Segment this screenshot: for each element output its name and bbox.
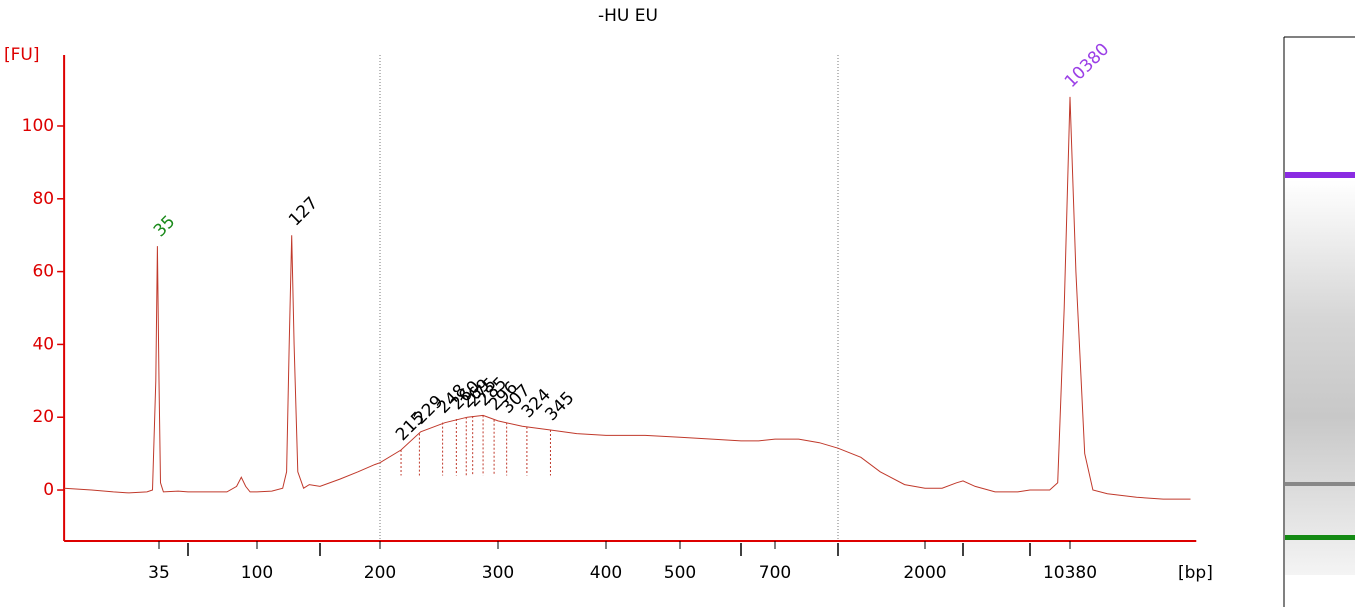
lower-marker-band — [1285, 535, 1355, 540]
x-tick-label: 2000 — [903, 563, 946, 583]
band — [1285, 482, 1355, 486]
gel-lane — [1283, 36, 1355, 607]
trace-line — [64, 96, 1191, 500]
peak-label: 35 — [150, 212, 179, 241]
x-tick-label: 10380 — [1043, 563, 1097, 583]
upper-marker-band — [1285, 172, 1355, 178]
x-axis-label: [bp] — [1178, 563, 1213, 583]
y-tick-label: 40 — [32, 334, 54, 354]
y-axis-label: [FU] — [4, 45, 40, 65]
x-tick-label: 100 — [241, 563, 273, 583]
x-tick-label: 200 — [364, 563, 396, 583]
y-tick-label: 80 — [32, 189, 54, 209]
peak-label: 10380 — [1061, 40, 1113, 92]
lane-smear — [1285, 180, 1355, 575]
chart-title: -HU EU — [598, 6, 658, 26]
y-tick-label: 100 — [22, 116, 54, 136]
x-tick-label: 35 — [148, 563, 170, 583]
peak-label: 127 — [285, 193, 322, 230]
y-tick-label: 0 — [43, 480, 54, 500]
x-tick-label: 700 — [759, 563, 791, 583]
x-tick-label: 400 — [590, 563, 622, 583]
y-tick-label: 20 — [32, 407, 54, 427]
x-tick-label: 300 — [482, 563, 514, 583]
x-tick-label: 500 — [664, 563, 696, 583]
y-tick-label: 60 — [32, 262, 54, 282]
